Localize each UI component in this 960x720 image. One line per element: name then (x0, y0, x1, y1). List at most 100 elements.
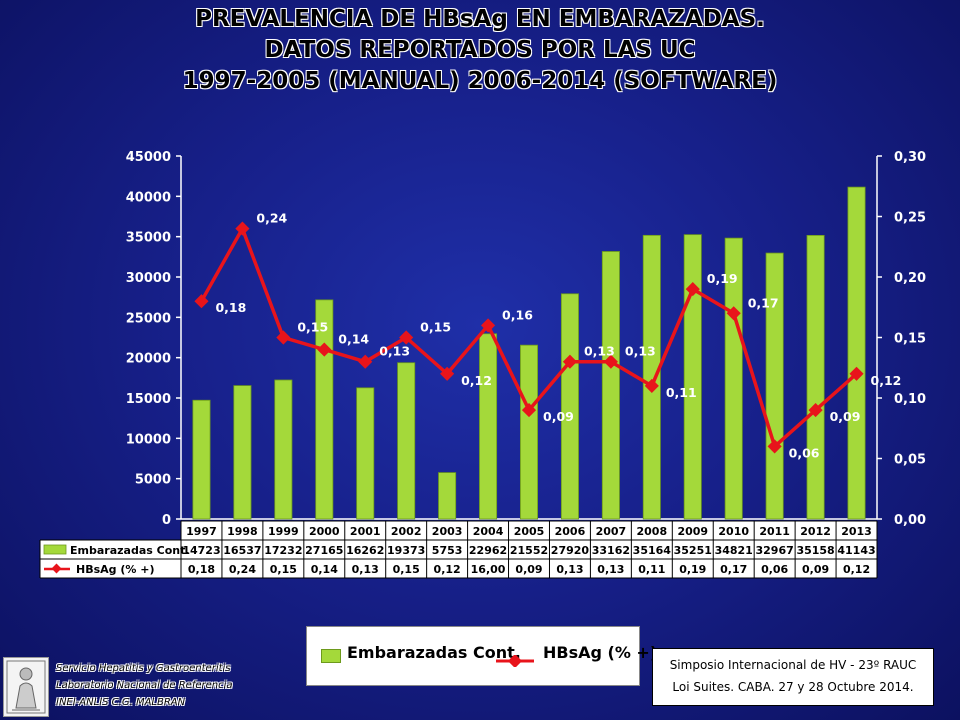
table-row-label-line: HBsAg (% +) (76, 563, 154, 576)
line-point-label: 0,13 (379, 344, 410, 359)
bar (438, 472, 457, 520)
table-cell-bar-value: 19373 (387, 544, 425, 557)
bar (847, 186, 866, 520)
table-cell-line-value: 0,06 (761, 563, 788, 576)
table-cell-line-value: 0,19 (679, 563, 706, 576)
y-left-tick-label: 5000 (135, 473, 171, 488)
table-cell-bar-value: 27920 (551, 544, 590, 557)
table-header-row (181, 521, 877, 540)
y-right-tick-label: 0,20 (894, 271, 926, 286)
table-cell-line-value: 0,24 (229, 563, 256, 576)
table-cell-bar-value: 17232 (264, 544, 302, 557)
table-cell-bar-value: 27165 (305, 544, 343, 557)
table-row-label-bars: Embarazadas Cont. (70, 544, 190, 557)
line-point-label: 0,16 (502, 307, 533, 322)
table-cell-bar-value: 16537 (223, 544, 261, 557)
line-point (808, 403, 823, 418)
bar (601, 251, 620, 520)
table-cell-bar-value: 22962 (469, 544, 507, 557)
table-row-bar-swatch (43, 544, 67, 555)
table-cell-line-value: 0,15 (270, 563, 297, 576)
table-cell-bar-value: 21552 (510, 544, 548, 557)
table-cell-bar-value: 33162 (592, 544, 630, 557)
table-cell-line-value: 0,18 (188, 563, 215, 576)
line-point (440, 366, 455, 381)
bar (765, 252, 784, 520)
event-info-box: Simposio Internacional de HV - 23º RAUC … (652, 648, 934, 706)
table-cell-line-value: 0,15 (393, 563, 420, 576)
x-category-label: 2009 (677, 525, 708, 538)
table-cell-bar-value: 35164 (633, 544, 672, 557)
table-cell-bar-value: 34821 (715, 544, 753, 557)
bar (683, 234, 702, 520)
x-category-label: 2003 (432, 525, 463, 538)
line-point-label: 0,19 (707, 271, 738, 286)
table-cell-line-value: 0,09 (515, 563, 542, 576)
institution-seal-icon (6, 660, 46, 714)
line-point (726, 306, 741, 321)
y-right-tick-label: 0,15 (894, 332, 926, 347)
y-left-tick-label: 15000 (126, 392, 171, 407)
table-cell-line-value: 0,17 (720, 563, 747, 576)
table-cell-line-value: 0,09 (802, 563, 829, 576)
line-point (235, 221, 250, 236)
legend-line-label: HBsAg (% +) (543, 643, 658, 662)
credits-line-2: Laboratorio Nacional de Referencia (56, 680, 233, 691)
bar (192, 399, 211, 520)
line-point-label: 0,06 (789, 445, 820, 460)
line-point-label: 0,14 (338, 332, 369, 347)
legend-bar-swatch (321, 649, 341, 663)
line-point-label: 0,11 (666, 385, 697, 400)
line-point (521, 403, 537, 418)
bar (233, 385, 252, 520)
title-line-2: DATOS REPORTADOS POR LAS UC (264, 37, 696, 63)
line-point-label: 0,09 (830, 409, 861, 424)
table-cell-line-value: 0,13 (597, 563, 624, 576)
line-point (685, 282, 700, 297)
x-category-label: 2010 (718, 525, 749, 538)
x-category-label: 2008 (637, 525, 668, 538)
title-line-3: 1997-2005 (MANUAL) 2006-2014 (SOFTWARE) (182, 68, 778, 94)
line-point-label: 0,12 (461, 373, 492, 388)
event-line-1: Simposio Internacional de HV - 23º RAUC (669, 658, 917, 672)
y-left-tick-label: 35000 (126, 231, 171, 246)
line-point (644, 378, 659, 393)
line-point-label: 0,15 (297, 320, 328, 335)
bar (560, 293, 579, 520)
line-point-label: 0,15 (420, 320, 451, 335)
bar (356, 387, 375, 520)
line-point (194, 294, 209, 309)
y-left-tick-label: 25000 (126, 311, 171, 326)
y-right-tick-label: 0,10 (894, 392, 926, 407)
table-cell-bar-value: 14723 (182, 544, 220, 557)
line-point-label: 0,18 (215, 300, 246, 315)
x-category-label: 2013 (841, 525, 872, 538)
credits: Servicio Hepatitis y Gastroenteritis Lab… (56, 660, 233, 711)
x-category-label: 2001 (350, 525, 381, 538)
title-block: PREVALENCIA DE HBsAg EN EMBARAZADAS. DAT… (0, 4, 960, 97)
line-point (767, 439, 782, 454)
table-cell-bar-value: 32967 (756, 544, 794, 557)
bar (274, 379, 293, 520)
x-category-label: 2002 (391, 525, 422, 538)
line-point (603, 354, 618, 369)
x-category-label: 1998 (227, 525, 258, 538)
table-cell-line-value: 0,13 (556, 563, 583, 576)
x-category-label: 1999 (268, 525, 299, 538)
bar (520, 344, 538, 520)
line-point-label: 0,12 (871, 373, 902, 388)
table-cell-bar-value: 35158 (796, 544, 834, 557)
x-category-label: 2006 (555, 525, 586, 538)
title-line-1: PREVALENCIA DE HBsAg EN EMBARAZADAS. (195, 6, 765, 32)
table-cell-bar-value: 41143 (837, 544, 875, 557)
x-category-label: 2005 (514, 525, 545, 538)
bar (642, 234, 661, 520)
y-left-tick-label: 0 (162, 513, 171, 528)
line-point-label: 0,13 (625, 344, 656, 359)
table-cell-line-value: 0,13 (352, 563, 379, 576)
line-point-label: 0,13 (584, 344, 615, 359)
legend-bar-label: Embarazadas Cont. (347, 643, 521, 662)
table-cell-line-value: 0,12 (434, 563, 461, 576)
table-cell-line-value: 0,14 (311, 563, 338, 576)
